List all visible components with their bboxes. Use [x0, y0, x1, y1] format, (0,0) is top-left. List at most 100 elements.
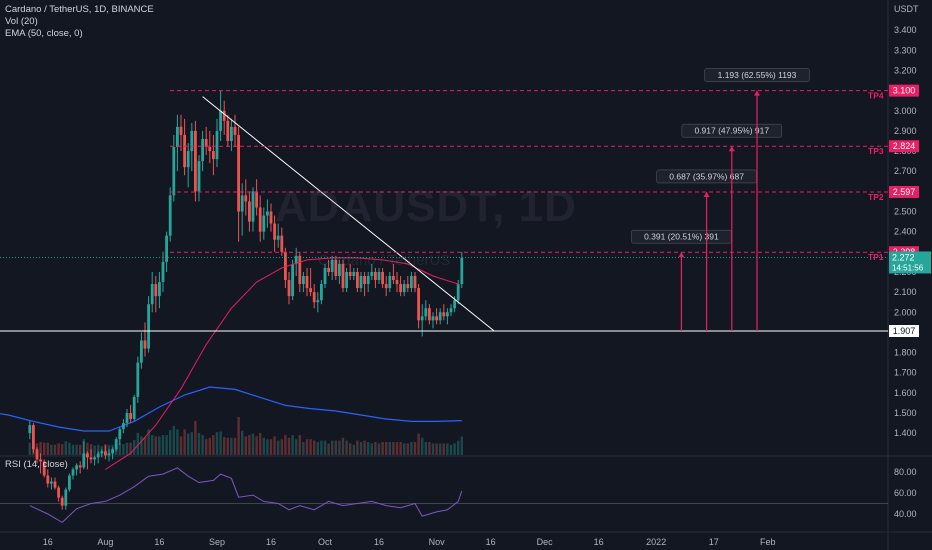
- time-tick-label: Aug: [97, 537, 113, 547]
- candle-body: [129, 413, 132, 420]
- candle-body: [266, 211, 269, 216]
- volume-bar: [172, 425, 175, 455]
- candle-body: [204, 138, 208, 148]
- volume-bar: [230, 437, 233, 455]
- candle-body: [327, 267, 330, 272]
- time-tick-label: 16: [266, 537, 276, 547]
- tp4-measure-box: [704, 68, 810, 82]
- candle-body: [28, 425, 32, 434]
- candle-body: [334, 259, 338, 276]
- ema-legend: EMA (50, close, 0): [5, 28, 83, 39]
- rsi-line: [29, 467, 463, 524]
- volume-bar: [273, 436, 276, 455]
- tp2-price-label: 2.597: [893, 187, 916, 197]
- tp2-arrow-head: [703, 191, 710, 197]
- volume-bar: [374, 442, 377, 455]
- candle-body: [356, 271, 359, 289]
- tp4-arrow-head: [754, 90, 760, 96]
- candle-body: [424, 308, 428, 317]
- volume-bar: [334, 440, 337, 455]
- volume-bar: [320, 440, 323, 455]
- time-tick-label: Nov: [429, 537, 446, 547]
- volume-bar: [43, 442, 46, 455]
- time-tick-label: 2022: [646, 537, 666, 547]
- volume-bar: [277, 440, 280, 455]
- volume-bar: [75, 444, 78, 455]
- tp2-label: TP2: [868, 192, 884, 202]
- candle-body: [460, 257, 464, 285]
- last-price-label: 2.272: [892, 252, 915, 262]
- candle-body: [197, 161, 201, 192]
- volume-bar: [406, 443, 409, 455]
- time-tick-label: 16: [594, 537, 604, 547]
- candle-body: [320, 284, 323, 301]
- volume-bar: [428, 442, 431, 455]
- volume-bar: [453, 443, 456, 455]
- candle-body: [413, 275, 417, 289]
- candle-body: [240, 195, 244, 212]
- tp1-measure-label: 0.391 (20.51%) 391: [644, 232, 719, 242]
- volume-bar: [377, 443, 381, 455]
- volume-bar: [259, 432, 262, 455]
- candle-body: [262, 215, 266, 232]
- candle-body: [374, 271, 377, 281]
- candle-body: [244, 195, 248, 202]
- volume-bar: [316, 442, 319, 455]
- price-tick-label: 2.900: [894, 126, 917, 136]
- volume-bar: [460, 436, 463, 455]
- candle-body: [212, 151, 215, 160]
- volume-bar: [424, 442, 427, 455]
- candle-body: [359, 275, 363, 289]
- candle-body: [125, 413, 129, 424]
- volume-bar: [363, 440, 366, 455]
- candle-body: [32, 425, 35, 450]
- candle-body: [219, 110, 222, 131]
- volume-bar: [158, 436, 161, 455]
- volume-bar: [183, 429, 186, 455]
- candle-body: [100, 451, 104, 454]
- tp4-measure-label: 1.193 (62.55%) 1193: [718, 70, 797, 80]
- candle-body: [348, 271, 352, 276]
- candle-body: [294, 255, 298, 264]
- candle-body: [258, 207, 262, 232]
- time-tick-label: Oct: [318, 537, 333, 547]
- descending-trendline: [202, 96, 495, 332]
- volume-bar: [305, 439, 309, 455]
- candle-body: [201, 138, 204, 162]
- candle-body: [158, 282, 161, 297]
- candle-body: [42, 461, 46, 476]
- time-tick-label: Sep: [209, 537, 225, 547]
- bar-countdown-label: 14:51:56: [892, 263, 924, 272]
- candle-body: [370, 271, 374, 276]
- candle-body: [388, 275, 392, 289]
- candle-body: [233, 126, 237, 135]
- candle-body: [165, 235, 168, 262]
- volume-bar: [385, 442, 388, 455]
- candle-body: [312, 292, 316, 303]
- candle-body: [222, 110, 226, 121]
- candle-body: [338, 263, 341, 276]
- symbol-watermark-sub: Cardano / TetherUS: [318, 252, 451, 269]
- candle-body: [215, 130, 219, 160]
- price-tick-label: 2.700: [894, 166, 917, 176]
- candle-body: [46, 475, 50, 484]
- candle-body: [431, 316, 435, 321]
- candle-body: [284, 251, 287, 281]
- candle-body: [428, 308, 431, 321]
- volume-bar: [201, 435, 204, 455]
- time-tick-label: 16: [486, 537, 496, 547]
- price-tick-label: 1.400: [894, 428, 917, 438]
- volume-bar: [313, 440, 316, 455]
- support-price-label: 1.907: [893, 326, 916, 336]
- time-tick-label: 16: [374, 537, 384, 547]
- candle-body: [186, 151, 190, 168]
- volume-bar: [233, 437, 237, 455]
- volume-bar: [28, 442, 31, 455]
- volume-bar: [187, 433, 190, 455]
- volume-bar: [349, 443, 352, 455]
- candle-body: [302, 275, 305, 285]
- candle-body: [377, 271, 381, 281]
- candle-body: [71, 469, 75, 476]
